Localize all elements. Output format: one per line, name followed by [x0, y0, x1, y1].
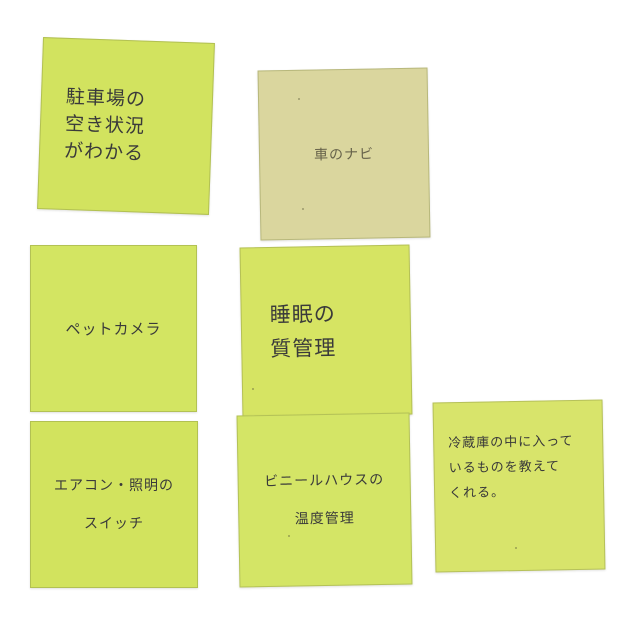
paper-speck	[252, 388, 254, 390]
paper-speck	[515, 547, 517, 549]
note-text-line: ビニールハウスの	[264, 471, 385, 491]
sticky-note-parking: 駐車場の 空き状況 がわかる	[37, 37, 215, 215]
note-text-line: くれる。	[448, 485, 506, 502]
sticky-note-pet-camera: ペットカメラ	[30, 245, 197, 412]
sticky-note-greenhouse-temperature: ビニールハウスの 温度管理	[236, 412, 413, 588]
sticky-note-ac-light-switch: エアコン・照明の スイッチ	[30, 421, 198, 588]
note-text-line: 冷蔵庫の中に入って	[448, 434, 574, 452]
sticky-note-car-navigation: 車のナビ	[257, 67, 431, 241]
note-text-line: いるものを教えて	[448, 459, 561, 477]
note-text-line: 車のナビ	[313, 146, 375, 164]
note-text-line: 質管理	[270, 335, 337, 361]
paper-speck	[288, 535, 290, 537]
note-text-line: エアコン・照明の	[54, 477, 174, 494]
sticky-note-sleep-quality: 睡眠の 質管理	[239, 244, 413, 418]
note-text-line: スイッチ	[84, 515, 144, 532]
sticky-note-fridge-contents: 冷蔵庫の中に入って いるものを教えて くれる。	[432, 399, 606, 573]
note-text-line: 温度管理	[294, 510, 355, 528]
paper-speck	[302, 208, 304, 210]
note-text-line: 睡眠の	[269, 301, 336, 327]
paper-speck	[298, 98, 300, 100]
note-text-line: がわかる	[63, 139, 145, 165]
note-text-line: ペットカメラ	[65, 320, 162, 338]
